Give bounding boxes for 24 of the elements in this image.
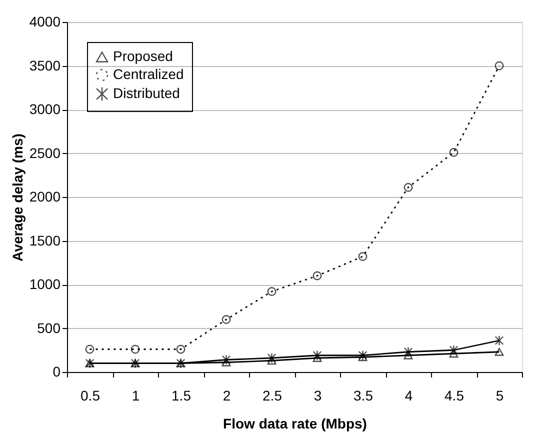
x-tick-label: 4	[404, 388, 413, 404]
x-tick-label: 1.5	[172, 388, 192, 404]
y-axis-title: Average delay (ms)	[9, 134, 26, 262]
x-tick-label: 5	[496, 388, 504, 404]
legend-label: Proposed	[113, 48, 173, 64]
legend-label: Distributed	[113, 85, 180, 101]
legend-label: Centralized	[113, 66, 184, 82]
y-tick-label: 1000	[29, 276, 61, 292]
y-tick-label: 4000	[29, 14, 61, 30]
y-tick-label: 3000	[29, 101, 61, 117]
y-tick-label: 500	[37, 320, 61, 336]
x-tick-label: 4.5	[444, 388, 464, 404]
y-tick-label: 3500	[29, 57, 61, 74]
x-tick-label: 0.5	[80, 388, 100, 404]
x-tick-label: 2	[222, 388, 231, 404]
x-tick-label: 3	[314, 388, 322, 404]
x-axis-title: Flow data rate (Mbps)	[223, 416, 367, 432]
x-tick-label: 1	[132, 388, 140, 404]
y-tick-label: 1500	[29, 232, 61, 248]
y-tick-label: 2000	[29, 188, 61, 204]
x-tick-label: 2.5	[262, 388, 282, 404]
x-tick-label: 3.5	[354, 388, 374, 404]
y-tick-label: 2500	[29, 144, 61, 161]
y-tick-label: 0	[52, 364, 61, 380]
